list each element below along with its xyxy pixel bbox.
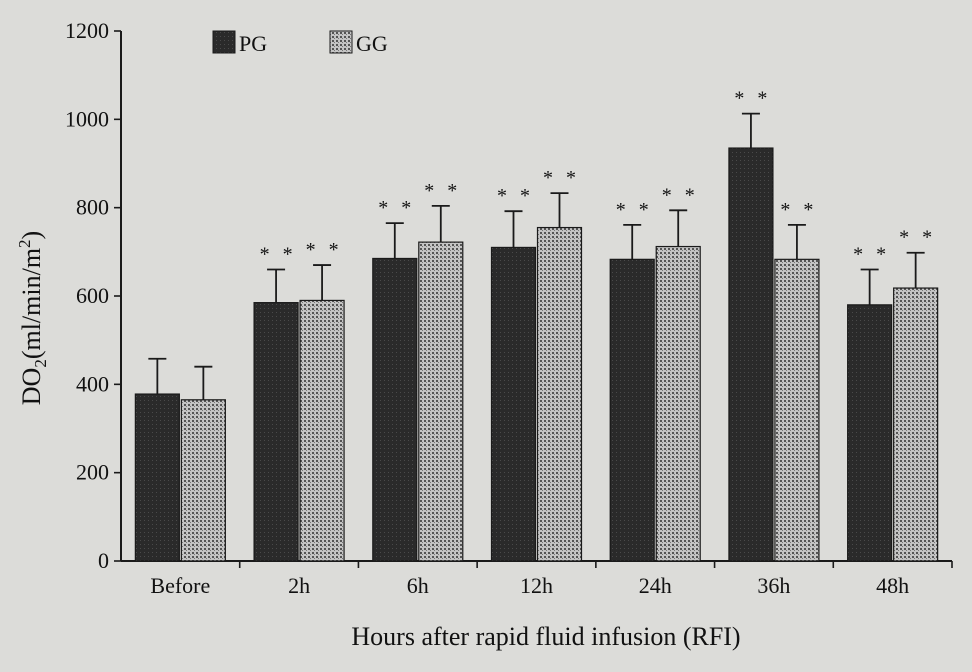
y-tick-label: 600: [76, 283, 109, 308]
significance-mark: * *: [853, 244, 890, 266]
bar-pg: [134, 393, 180, 562]
significance-mark: * *: [497, 185, 534, 207]
significance-mark: * *: [662, 184, 699, 206]
y-tick-label: 800: [76, 195, 109, 220]
bar-gg: [299, 299, 345, 562]
x-axis: Before 2h 6h 12h 24h 36h 48h: [121, 560, 953, 598]
bar-gg: [536, 226, 583, 562]
bar-gg: [180, 399, 226, 562]
x-axis-title: Hours after rapid fluid infusion (RFI): [351, 622, 740, 651]
x-tick-label: 48h: [876, 573, 909, 598]
legend: PG GG: [212, 30, 388, 56]
bar-pg: [372, 257, 418, 562]
legend-swatch-pg: [212, 30, 236, 54]
y-tick-label: 200: [76, 460, 109, 485]
significance-mark: * *: [780, 199, 817, 221]
legend-swatch-gg: [329, 30, 353, 54]
y-tick-label: 400: [76, 371, 109, 396]
bar-pg: [490, 246, 537, 562]
y-axis-title: DO2(ml/min/m2): [15, 231, 50, 405]
x-tick-label: 24h: [639, 573, 672, 598]
x-tick-label: Before: [150, 573, 210, 598]
bar-pg: [847, 304, 893, 562]
bar-pg: [728, 147, 774, 562]
x-tick-label: 2h: [288, 573, 310, 598]
bar-gg: [655, 245, 701, 562]
significance-mark: * *: [260, 244, 297, 266]
significance-mark: * *: [424, 180, 461, 202]
y-tick-label: 0: [98, 548, 109, 573]
significance-mark: * *: [734, 88, 771, 110]
legend-label-pg: PG: [239, 31, 267, 56]
y-axis: 0 200 400 600 800 1000 1200: [65, 18, 122, 573]
legend-label-gg: GG: [356, 31, 388, 56]
x-tick-label: 12h: [520, 573, 553, 598]
significance-mark: * *: [899, 227, 936, 249]
significance-mark: * *: [378, 197, 415, 219]
bar-pg: [253, 302, 299, 562]
bar-gg: [893, 287, 939, 562]
bar-gg: [774, 258, 820, 562]
x-tick-label: 36h: [757, 573, 790, 598]
x-tick-label: 6h: [407, 573, 429, 598]
significance-mark: * *: [306, 239, 343, 261]
y-tick-label: 1000: [65, 106, 109, 131]
y-tick-label: 1200: [65, 18, 109, 43]
significance-mark: * *: [616, 199, 653, 221]
bar-pg: [609, 258, 655, 562]
significance-mark: * *: [543, 167, 580, 189]
bar-gg: [418, 241, 464, 562]
bars-group: * * * * * * * * * * * * * * * * * * * * * * * *: [134, 88, 939, 562]
